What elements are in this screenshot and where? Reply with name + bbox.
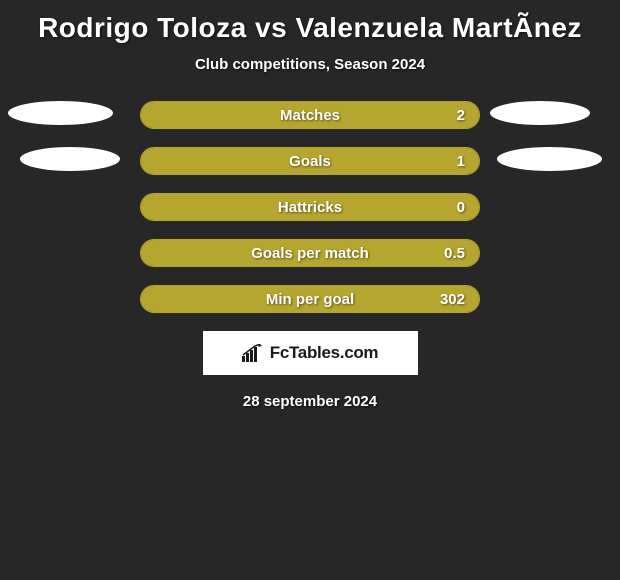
stat-label: Goals <box>141 153 479 170</box>
stat-bar: Hattricks 0 <box>140 193 480 221</box>
date-text: 28 september 2024 <box>0 393 620 410</box>
stat-value: 0 <box>457 199 465 216</box>
stat-label: Goals per match <box>141 245 479 262</box>
stat-value: 302 <box>440 291 465 308</box>
stat-label: Min per goal <box>141 291 479 308</box>
stats-area: Matches 2 Goals 1 Hattricks 0 Goals per … <box>0 101 620 313</box>
stat-value: 1 <box>457 153 465 170</box>
stat-row: Min per goal 302 <box>0 285 620 313</box>
stat-value: 0.5 <box>444 245 465 262</box>
subtitle: Club competitions, Season 2024 <box>0 56 620 73</box>
logo-text: FcTables.com <box>270 343 379 363</box>
stat-row: Goals 1 <box>0 147 620 175</box>
stat-label: Matches <box>141 107 479 124</box>
stat-bar: Goals 1 <box>140 147 480 175</box>
stat-row: Matches 2 <box>0 101 620 129</box>
stat-value: 2 <box>457 107 465 124</box>
logo-box: FcTables.com <box>203 331 418 375</box>
stat-label: Hattricks <box>141 199 479 216</box>
stat-row: Hattricks 0 <box>0 193 620 221</box>
stat-bar: Matches 2 <box>140 101 480 129</box>
stat-row: Goals per match 0.5 <box>0 239 620 267</box>
chart-icon <box>242 344 264 362</box>
infographic-container: Rodrigo Toloza vs Valenzuela MartÃ­nez C… <box>0 0 620 410</box>
stat-bar: Goals per match 0.5 <box>140 239 480 267</box>
page-title: Rodrigo Toloza vs Valenzuela MartÃ­nez <box>0 4 620 50</box>
stat-bar: Min per goal 302 <box>140 285 480 313</box>
